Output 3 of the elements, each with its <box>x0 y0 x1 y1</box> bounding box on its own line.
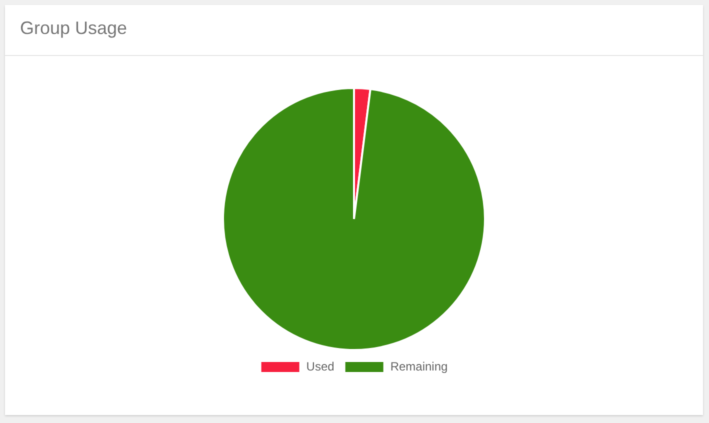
text: Group Usage <box>5 5 703 56</box>
legend-label: Used <box>306 359 334 374</box>
legend-label: Remaining <box>390 359 448 374</box>
